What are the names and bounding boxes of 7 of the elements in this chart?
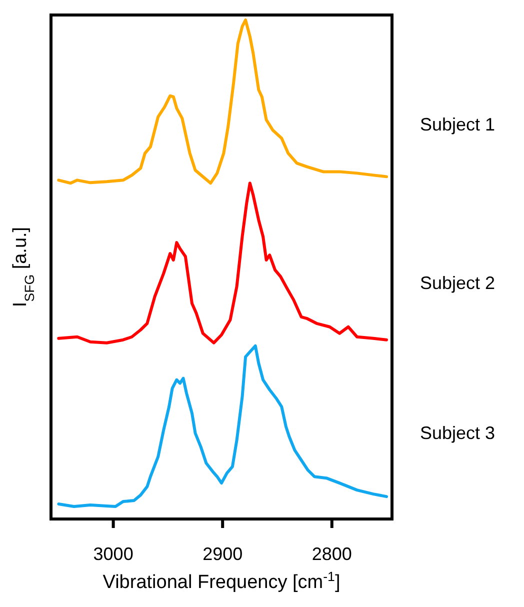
- x-tick-label: 2800: [312, 544, 352, 564]
- text: Subject 2: [420, 272, 496, 293]
- text: Subject 1: [420, 114, 496, 134]
- x-tick-label: 2900: [202, 544, 243, 564]
- x-axis-title: Vibrational Frequency [cm$^{-1}$]: [102, 568, 340, 593]
- x-tick-label: 3000: [93, 544, 134, 564]
- text: Subject 3: [420, 422, 496, 443]
